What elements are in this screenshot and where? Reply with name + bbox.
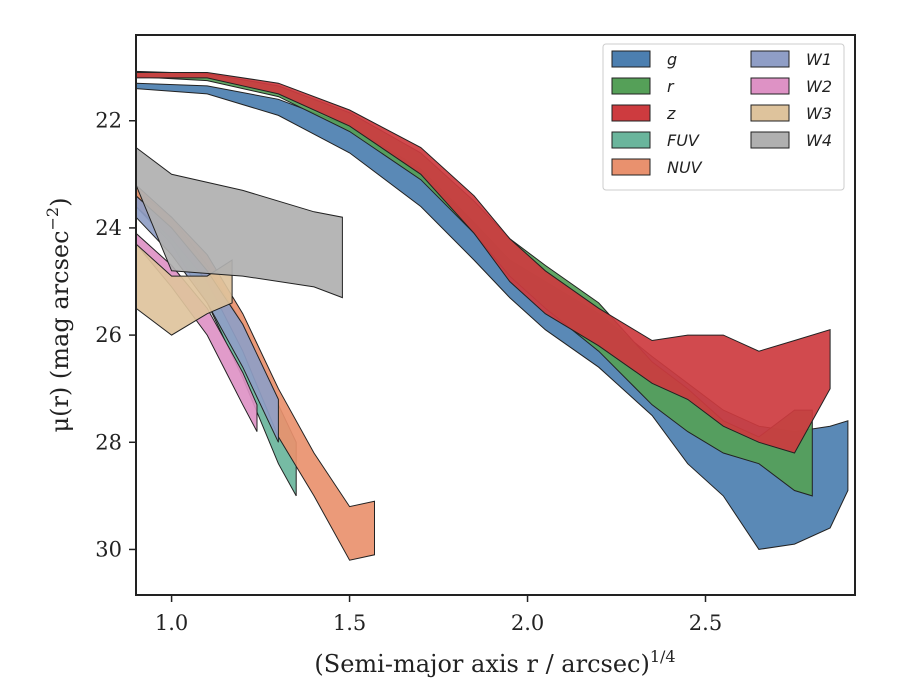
legend-swatch-nuv xyxy=(611,158,651,176)
legend-label-fuv: FUV xyxy=(667,131,700,150)
legend-swatch-z xyxy=(611,104,651,122)
legend-swatch-w3 xyxy=(750,104,790,122)
legend-swatch-g xyxy=(611,50,651,68)
band-w3 xyxy=(136,243,233,336)
x-axis-title: (Semi-major axis r / arcsec)1/4 xyxy=(314,647,675,678)
y-axis-ticks: 22 24 26 28 30 xyxy=(95,109,136,561)
band-w4 xyxy=(136,146,343,299)
legend-label-w2: W2 xyxy=(806,77,832,96)
legend: grz FUV NUV W1 W2 W3 W4 xyxy=(602,43,845,191)
y-tick-label: 22 xyxy=(95,109,122,133)
x-axis-ticks: 1.0 1.5 2.0 2.5 xyxy=(155,595,722,635)
legend-swatch-w4 xyxy=(750,131,790,149)
band-z xyxy=(136,72,831,454)
plot-frame xyxy=(135,34,856,596)
x-tick-label: 2.5 xyxy=(689,611,722,635)
y-tick-label: 28 xyxy=(95,430,122,454)
legend-swatch-r xyxy=(611,77,651,95)
legend-swatch-w1 xyxy=(750,50,790,68)
y-axis-title: μ(r) (mag arcsec−2) xyxy=(43,198,74,433)
legend-label-w4: W4 xyxy=(806,131,832,150)
x-tick-label: 2.0 xyxy=(511,611,544,635)
y-tick-label: 30 xyxy=(95,537,122,561)
x-tick-label: 1.5 xyxy=(333,611,366,635)
legend-label-z: z xyxy=(666,104,676,123)
legend-label-w3: W3 xyxy=(806,104,832,123)
x-tick-label: 1.0 xyxy=(155,611,188,635)
legend-label-nuv: NUV xyxy=(667,158,703,177)
legend-swatch-fuv xyxy=(611,131,651,149)
legend-swatch-w2 xyxy=(750,77,790,95)
legend-label-r: r xyxy=(667,77,675,96)
series-bands xyxy=(136,70,849,561)
legend-label-g: g xyxy=(667,50,677,69)
y-tick-label: 24 xyxy=(95,216,122,240)
legend-label-w1: W1 xyxy=(806,50,832,69)
y-tick-label: 26 xyxy=(95,323,122,347)
